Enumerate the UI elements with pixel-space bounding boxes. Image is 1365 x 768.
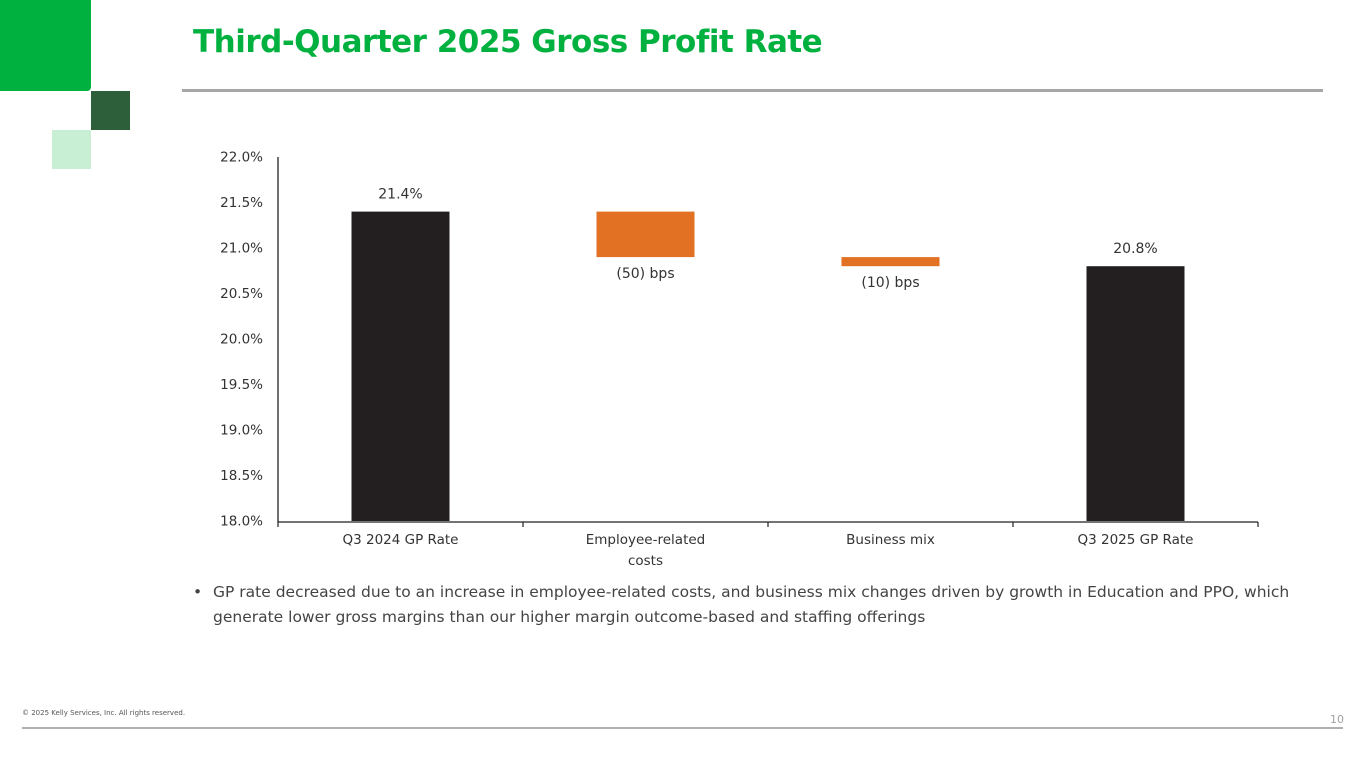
brand-square-large xyxy=(0,0,91,91)
bullet-item: • GP rate decreased due to an increase in… xyxy=(193,580,1323,629)
bullet-marker: • xyxy=(193,583,203,601)
bar-data-label: (10) bps xyxy=(861,275,919,291)
x-category-label: costs xyxy=(628,553,663,569)
brand-square-light xyxy=(52,130,91,169)
footer-divider xyxy=(22,727,1343,729)
total-bar xyxy=(1086,266,1185,521)
delta-bar xyxy=(841,257,940,267)
total-bar xyxy=(351,211,450,521)
y-tick-label: 20.0% xyxy=(220,332,263,348)
brand-square-dark xyxy=(91,91,130,130)
title-divider xyxy=(182,89,1323,92)
x-category-label: Business mix xyxy=(846,532,935,548)
page-number: 10 xyxy=(1330,713,1344,726)
x-category-label: Q3 2025 GP Rate xyxy=(1077,532,1193,548)
bullet-list: • GP rate decreased due to an increase in… xyxy=(193,580,1323,629)
copyright-notice: © 2025 Kelly Services, Inc. All rights r… xyxy=(22,709,186,717)
y-tick-label: 21.0% xyxy=(220,241,263,257)
bullet-text: GP rate decreased due to an increase in … xyxy=(213,583,1290,626)
y-tick-label: 18.5% xyxy=(220,468,263,484)
y-tick-label: 19.5% xyxy=(220,377,263,393)
delta-bar xyxy=(596,211,695,258)
page-title: Third-Quarter 2025 Gross Profit Rate xyxy=(193,24,823,60)
y-tick-label: 20.5% xyxy=(220,286,263,302)
y-tick-label: 22.0% xyxy=(220,150,263,166)
y-tick-label: 19.0% xyxy=(220,423,263,439)
x-category-label: Q3 2024 GP Rate xyxy=(342,532,458,548)
x-category-label: Employee-related xyxy=(586,532,705,548)
y-tick-label: 21.5% xyxy=(220,195,263,211)
bar-data-label: (50) bps xyxy=(616,266,674,282)
bar-data-label: 21.4% xyxy=(378,187,422,203)
bar-data-label: 20.8% xyxy=(1113,241,1157,257)
y-tick-label: 18.0% xyxy=(220,514,263,530)
